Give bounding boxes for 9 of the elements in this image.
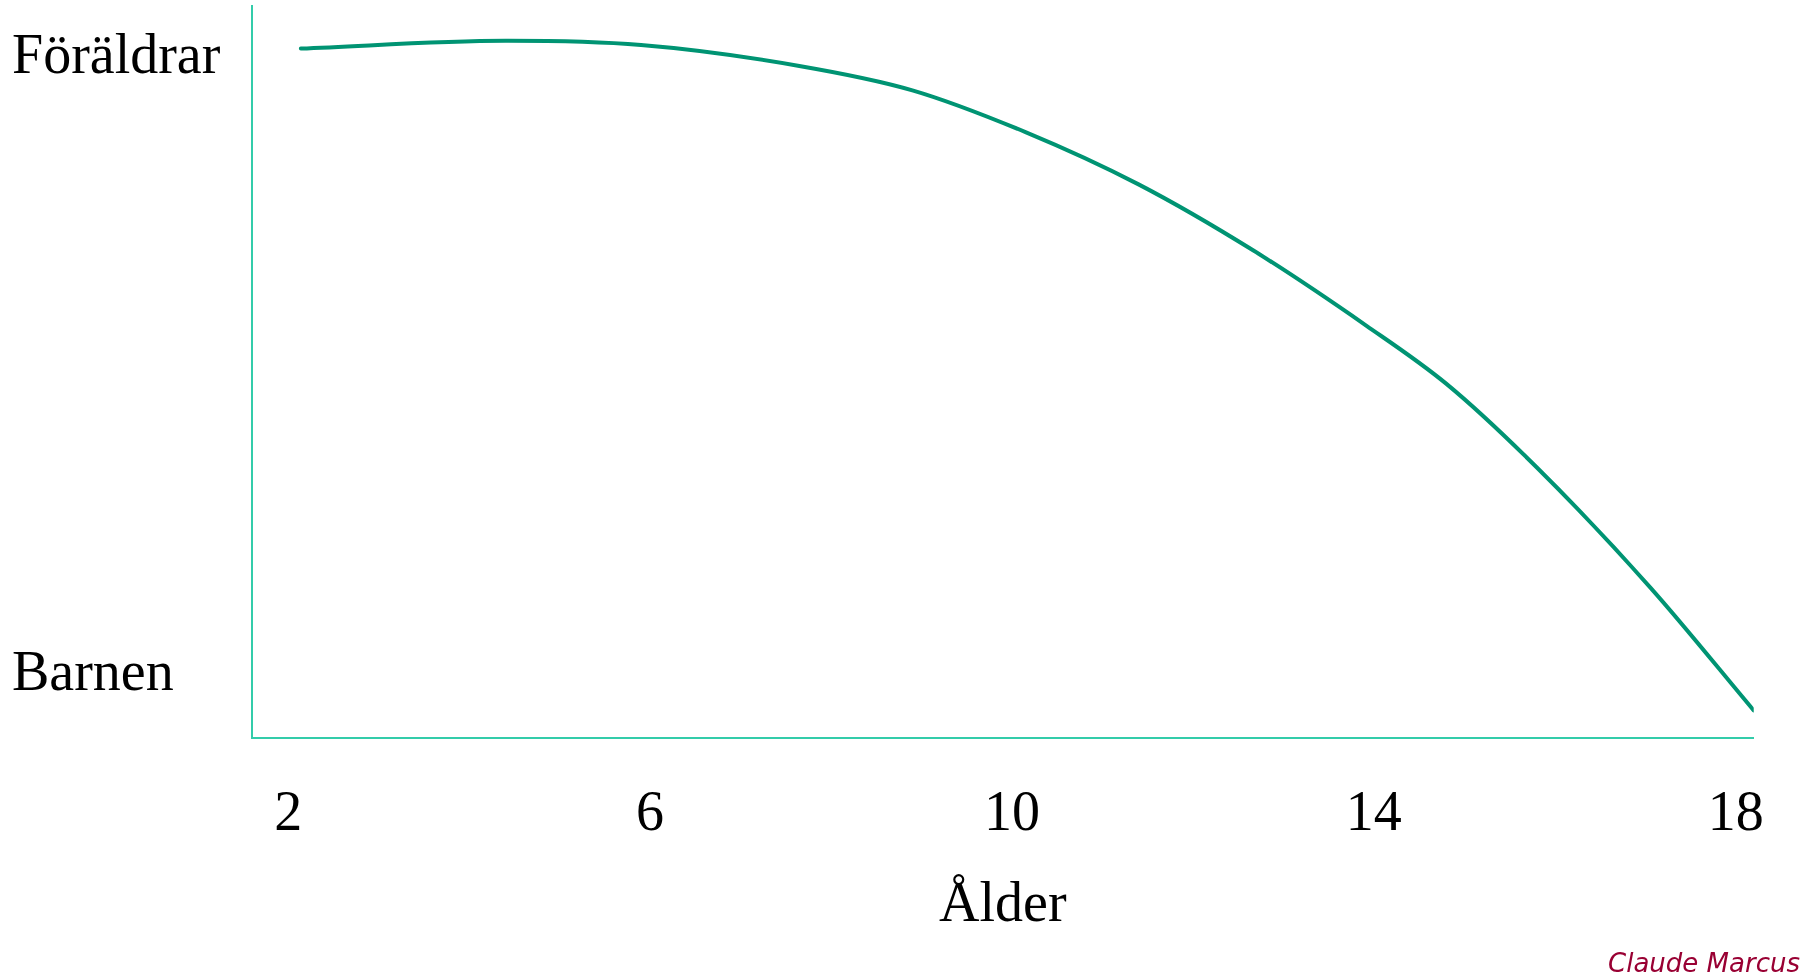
text: Barnen bbox=[12, 640, 174, 703]
text: Claude Marcus bbox=[1608, 947, 1800, 978]
x-tick-label: 14 bbox=[1345, 779, 1402, 842]
x-tick-label: 6 bbox=[636, 779, 665, 842]
x-tick-label: 18 bbox=[1707, 779, 1764, 842]
x-axis-title: Ålder bbox=[939, 871, 1067, 934]
x-tick-label: 2 bbox=[274, 779, 303, 842]
text: Föräldrar bbox=[12, 22, 221, 85]
x-tick-label: 10 bbox=[983, 779, 1040, 842]
